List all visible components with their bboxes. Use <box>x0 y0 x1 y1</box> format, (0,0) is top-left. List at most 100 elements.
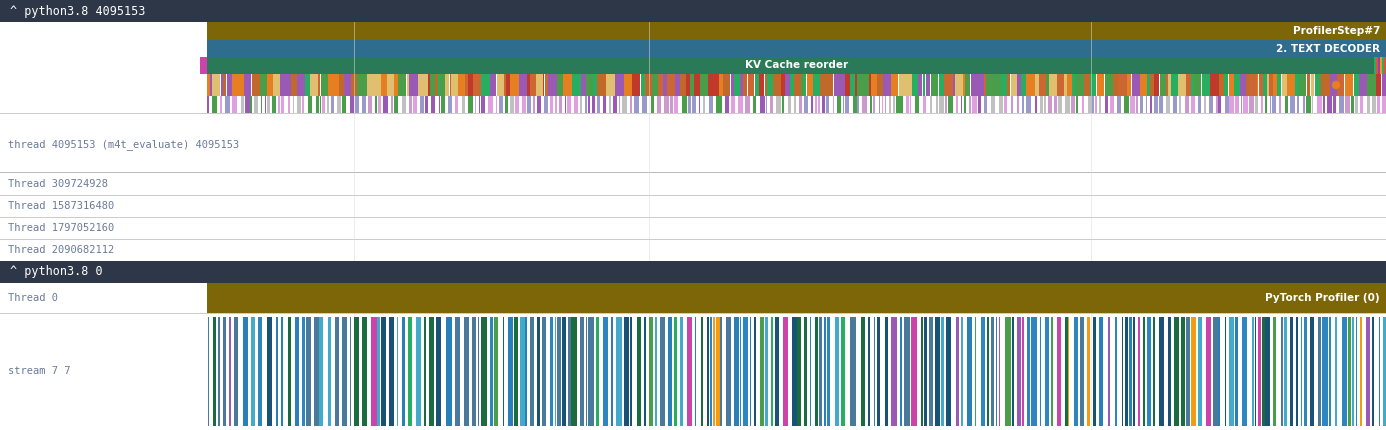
Circle shape <box>1332 82 1339 89</box>
Bar <box>1092 317 1095 426</box>
Bar <box>912 74 918 96</box>
Bar <box>308 96 312 113</box>
Bar <box>629 96 632 113</box>
Bar <box>1143 317 1145 426</box>
Bar <box>1191 96 1195 113</box>
Bar <box>1339 96 1343 113</box>
Bar <box>845 96 850 113</box>
Bar <box>342 317 346 426</box>
Bar <box>338 74 344 96</box>
Bar <box>965 74 970 96</box>
Bar <box>868 317 870 426</box>
Bar <box>1091 96 1094 113</box>
Bar <box>898 74 906 96</box>
Bar <box>725 96 729 113</box>
Bar <box>481 96 485 113</box>
Bar <box>1382 74 1386 96</box>
Bar <box>518 74 527 96</box>
Bar <box>1238 74 1240 96</box>
Bar <box>1159 96 1163 113</box>
Bar <box>1134 317 1135 426</box>
Bar <box>900 96 902 113</box>
Bar <box>938 74 944 96</box>
Bar <box>212 74 220 96</box>
Bar <box>1360 74 1368 96</box>
Text: KV Cache reorder: KV Cache reorder <box>744 61 848 71</box>
Bar <box>1326 96 1332 113</box>
Bar <box>954 74 955 96</box>
Bar <box>394 74 398 96</box>
Bar <box>351 74 356 96</box>
Bar <box>557 74 563 96</box>
Bar <box>984 96 987 113</box>
Bar <box>267 74 273 96</box>
Bar <box>715 74 719 96</box>
Bar <box>841 317 845 426</box>
Bar <box>360 74 367 96</box>
Bar <box>1260 96 1263 113</box>
Bar <box>1372 317 1374 426</box>
Bar <box>888 96 891 113</box>
Bar <box>1198 317 1202 426</box>
Bar <box>775 317 779 426</box>
Bar <box>1306 96 1311 113</box>
Bar <box>1321 74 1329 96</box>
Bar <box>213 317 216 426</box>
Bar <box>234 317 238 426</box>
Bar <box>981 317 985 426</box>
Text: Thread 1797052160: Thread 1797052160 <box>8 223 114 233</box>
Bar <box>431 96 435 113</box>
Bar <box>1385 57 1386 74</box>
Bar <box>266 317 272 426</box>
Bar <box>1258 317 1261 426</box>
Bar <box>349 317 352 426</box>
Bar <box>1297 96 1299 113</box>
Bar <box>1243 96 1247 113</box>
Bar <box>1023 317 1024 426</box>
Bar <box>261 96 262 113</box>
Bar <box>1056 74 1064 96</box>
Bar <box>1095 96 1098 113</box>
Bar <box>1290 317 1293 426</box>
Bar <box>794 74 801 96</box>
Bar <box>1290 96 1295 113</box>
Bar <box>1382 57 1385 74</box>
Bar <box>974 317 976 426</box>
Bar <box>1311 96 1314 113</box>
Bar <box>603 96 606 113</box>
Bar <box>638 317 640 426</box>
Bar <box>915 96 919 113</box>
Bar <box>761 317 764 426</box>
Bar <box>1337 74 1344 96</box>
Bar <box>886 317 888 426</box>
Bar <box>207 40 1386 57</box>
Bar <box>319 74 320 96</box>
Bar <box>1159 317 1163 426</box>
Bar <box>288 317 291 426</box>
Bar <box>557 317 561 426</box>
Bar <box>624 317 629 426</box>
Bar <box>227 74 231 96</box>
Bar <box>1141 74 1148 96</box>
Bar <box>765 317 768 426</box>
Bar <box>708 74 715 96</box>
Bar <box>1256 96 1258 113</box>
Bar <box>593 74 596 96</box>
Bar <box>488 96 493 113</box>
Bar <box>1008 74 1010 96</box>
Bar <box>1017 317 1021 426</box>
Bar <box>378 96 381 113</box>
Bar <box>579 317 584 426</box>
Bar <box>739 96 743 113</box>
Bar <box>776 96 782 113</box>
Bar <box>258 317 262 426</box>
Bar <box>212 96 216 113</box>
Bar <box>0 195 1386 196</box>
Bar <box>811 96 814 113</box>
Bar <box>746 96 750 113</box>
Bar <box>1089 74 1096 96</box>
Bar <box>323 96 326 113</box>
Bar <box>804 96 808 113</box>
Bar <box>1138 317 1139 426</box>
Bar <box>891 74 898 96</box>
